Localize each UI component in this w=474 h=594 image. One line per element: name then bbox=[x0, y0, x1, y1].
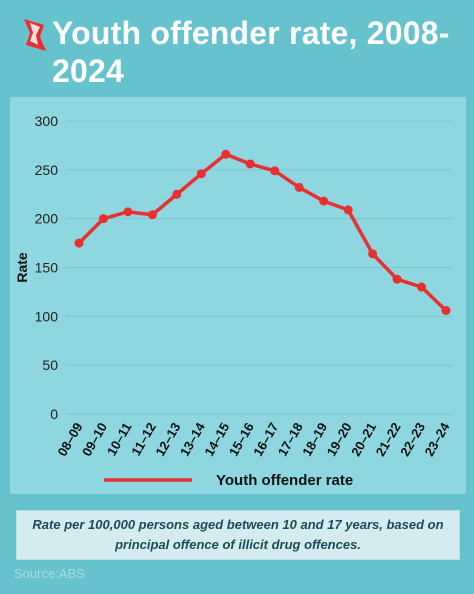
y-tick-label: 150 bbox=[35, 260, 59, 276]
data-point bbox=[270, 166, 280, 176]
data-point bbox=[123, 207, 133, 217]
x-tick-label: 23–24 bbox=[422, 419, 453, 458]
data-point bbox=[98, 214, 108, 224]
chart-panel bbox=[10, 97, 466, 494]
data-point bbox=[319, 196, 329, 206]
data-point bbox=[368, 249, 378, 259]
y-tick-label: 100 bbox=[35, 308, 59, 324]
data-point bbox=[221, 149, 231, 159]
data-point bbox=[417, 282, 427, 292]
chart-note: Rate per 100,000 persons aged between 10… bbox=[16, 510, 460, 560]
data-point bbox=[196, 169, 206, 179]
y-tick-label: 50 bbox=[42, 357, 58, 373]
chart-title: Youth offender rate, 2008-2024 bbox=[52, 15, 450, 89]
series-line bbox=[77, 152, 448, 313]
y-tick-label: 200 bbox=[35, 211, 59, 227]
data-point bbox=[343, 205, 353, 215]
data-point bbox=[392, 274, 402, 284]
data-point bbox=[294, 182, 304, 192]
data-point bbox=[441, 305, 451, 315]
source-label: Source:ABS bbox=[14, 566, 85, 581]
data-point bbox=[172, 189, 182, 199]
data-point bbox=[74, 238, 84, 248]
y-tick-label: 250 bbox=[35, 162, 59, 178]
legend-label: Youth offender rate bbox=[216, 472, 353, 489]
y-axis-label: Rate bbox=[14, 252, 30, 283]
x-tick-label: 09–10 bbox=[79, 420, 110, 459]
sbs-logo-icon bbox=[24, 19, 46, 51]
data-point bbox=[245, 159, 255, 169]
y-tick-label: 0 bbox=[50, 406, 58, 422]
y-tick-label: 300 bbox=[35, 113, 59, 129]
data-point bbox=[147, 210, 157, 220]
